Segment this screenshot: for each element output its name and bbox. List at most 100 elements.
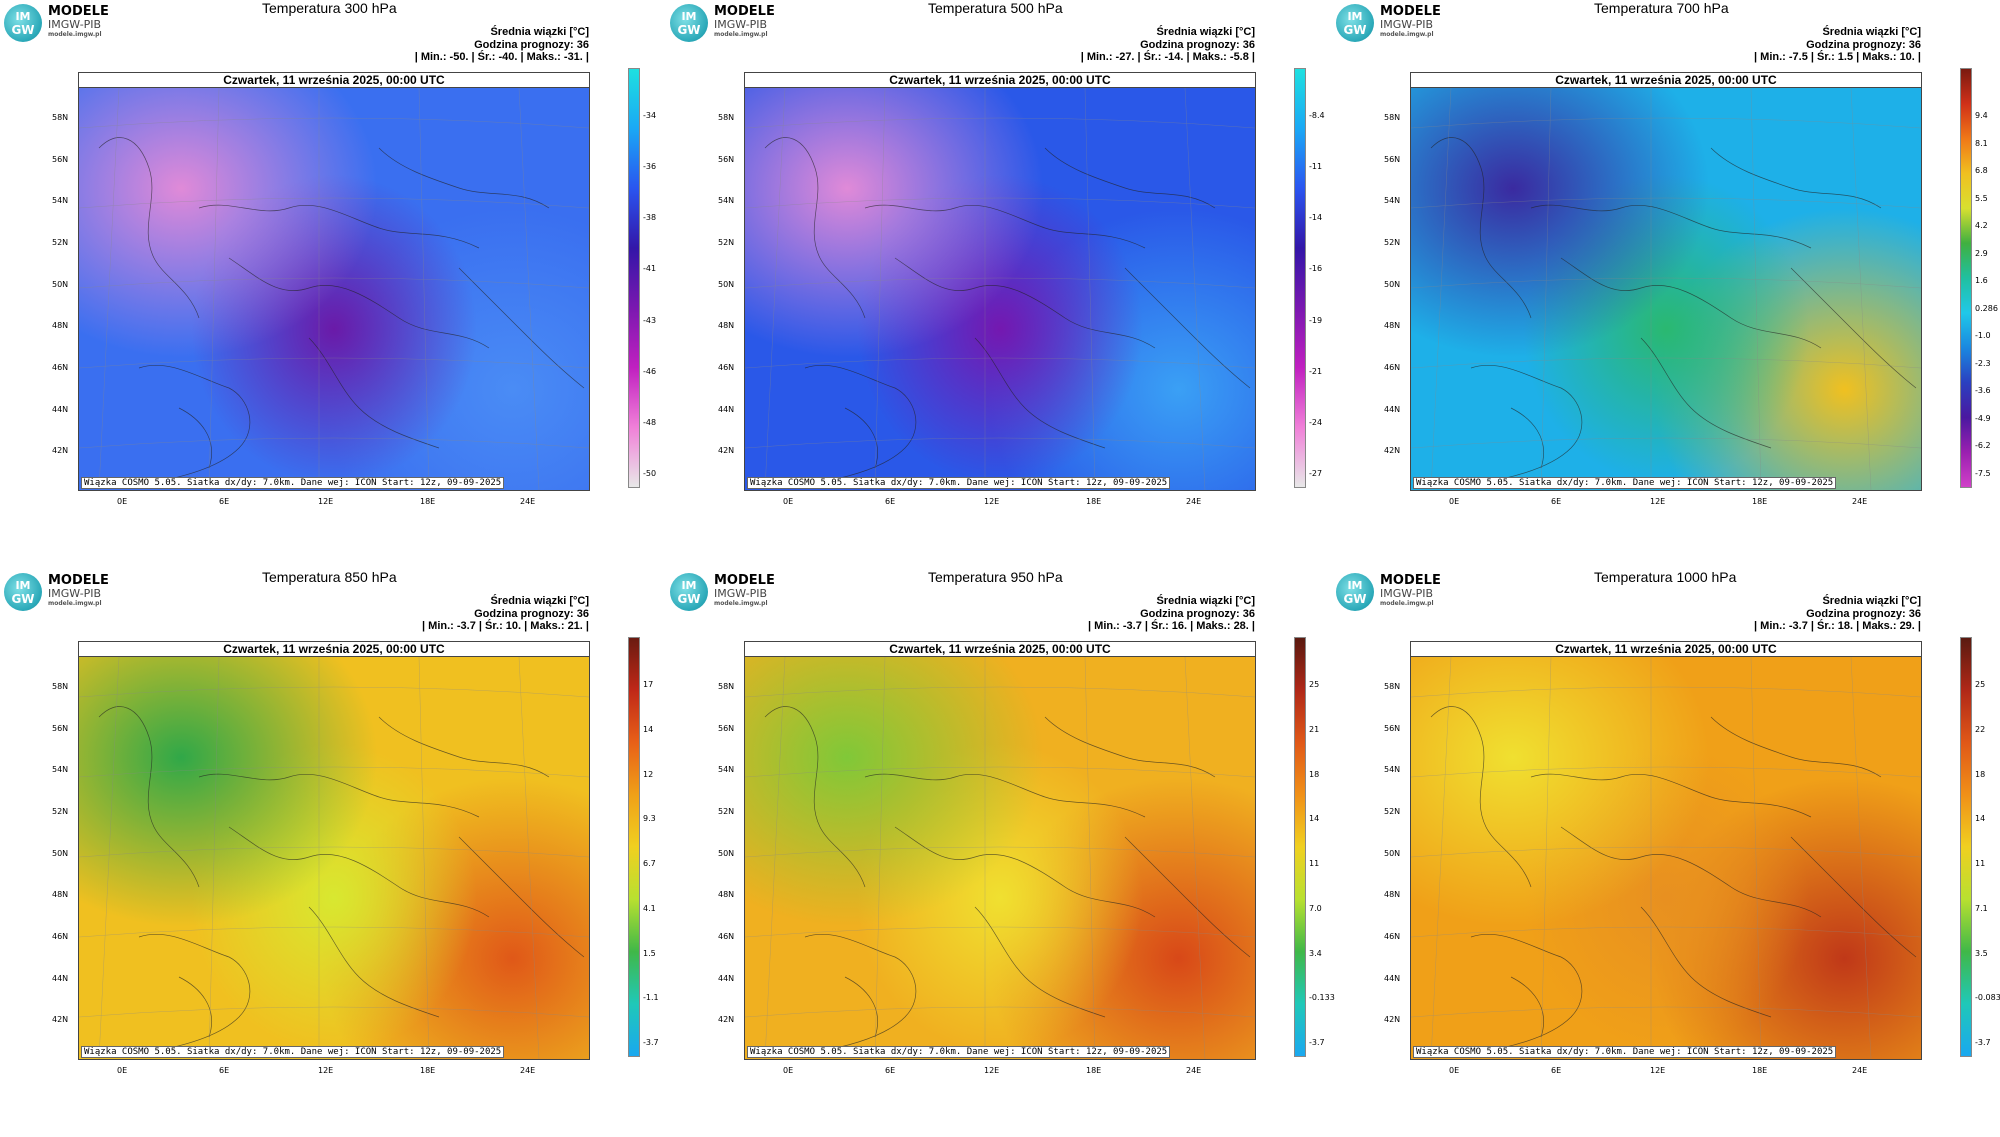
min-mean-max: | Min.: -3.7 | Śr.: 16. | Maks.: 28. | (1088, 620, 1255, 632)
map-date: Czwartek, 11 września 2025, 00:00 UTC (79, 642, 589, 657)
colorbar (1294, 68, 1306, 488)
colorbar-label: 8.1 (1975, 138, 1988, 148)
lon-label: 18E (1086, 1066, 1102, 1075)
lat-label: 42N (1384, 446, 1401, 455)
map-date: Czwartek, 11 września 2025, 00:00 UTC (1411, 73, 1921, 88)
lat-label: 50N (1384, 849, 1401, 858)
colorbar-label: 17 (643, 680, 654, 689)
map-panel-6: IM GW MODELE IMGW-PIB modele.imgw.pl Tem… (1332, 569, 2000, 1137)
colorbar-label: 1.5 (643, 948, 656, 958)
panel-title: Temperatura 850 hPa (262, 569, 397, 585)
temperature-map: Czwartek, 11 września 2025, 00:00 UTC (1410, 641, 1922, 1060)
colorbar-label: -38 (643, 213, 657, 223)
map-panel-5: IM GW MODELE IMGW-PIB modele.imgw.pl Tem… (666, 569, 1335, 1137)
lon-label: 6E (1551, 1066, 1562, 1075)
lon-label: 18E (420, 497, 436, 506)
lon-label: 0E (783, 1066, 794, 1075)
colorbar-label: 12 (643, 769, 654, 779)
lat-label: 50N (1384, 280, 1401, 289)
colorbar-label: -8.4 (1309, 111, 1325, 120)
lon-label: 6E (219, 1066, 230, 1075)
ensemble-label: Średnia wiązki [°C] (490, 26, 589, 38)
lat-label: 52N (52, 807, 69, 816)
lat-label: 54N (52, 765, 69, 774)
ensemble-label: Średnia wiązki [°C] (1822, 26, 1921, 38)
lon-label: 12E (984, 497, 1000, 506)
panel-title: Temperatura 1000 hPa (1594, 569, 1737, 585)
temperature-map: Czwartek, 11 września 2025, 00:00 UTC (78, 641, 590, 1060)
lon-label: 6E (219, 497, 230, 506)
lat-label: 52N (718, 807, 735, 816)
lon-label: 0E (117, 1066, 128, 1075)
lat-label: 54N (718, 196, 735, 205)
imgw-logo: IM GW MODELE IMGW-PIB modele.imgw.pl (670, 571, 810, 615)
lat-label: 58N (1384, 682, 1401, 691)
panel-stats: Średnia wiązki [°C] Godzina prognozy: 36… (1754, 595, 1921, 633)
colorbar (628, 68, 640, 488)
lat-label: 54N (718, 765, 735, 774)
map-date: Czwartek, 11 września 2025, 00:00 UTC (79, 73, 589, 88)
logo-title: MODELE (1380, 4, 1441, 19)
lat-label: 58N (718, 682, 735, 691)
lon-label: 18E (1086, 497, 1102, 506)
lon-label: 24E (1186, 497, 1202, 506)
colorbar-label: 6.8 (1975, 166, 1988, 176)
colorbar-label: 11 (1975, 859, 1986, 868)
colorbar-label: 21 (1309, 724, 1320, 734)
lat-label: 48N (1384, 890, 1401, 899)
colorbar-label: -14 (1309, 213, 1323, 223)
colorbar (1960, 637, 1972, 1057)
lon-label: 24E (1186, 1066, 1202, 1075)
map-borders-icon (745, 88, 1255, 490)
forecast-hour: Godzina prognozy: 36 (1806, 607, 1921, 620)
temperature-field (1411, 657, 1921, 1059)
lon-label: 0E (1449, 1066, 1460, 1075)
lon-label: 12E (318, 1066, 334, 1075)
colorbar-label: 5.5 (1975, 193, 1988, 203)
lat-label: 46N (1384, 363, 1401, 372)
lon-label: 12E (984, 1066, 1000, 1075)
lon-label: 0E (783, 497, 794, 506)
temperature-field (79, 657, 589, 1059)
logo-title: MODELE (1380, 573, 1441, 588)
colorbar-label: -46 (643, 366, 657, 376)
lat-label: 42N (52, 446, 69, 455)
colorbar-label: 9.4 (1975, 111, 1988, 120)
map-date: Czwartek, 11 września 2025, 00:00 UTC (745, 642, 1255, 657)
colorbar-label: 3.4 (1309, 948, 1322, 958)
lat-label: 56N (718, 724, 735, 733)
map-panel-1: IM GW MODELE IMGW-PIB modele.imgw.pl Tem… (0, 0, 666, 568)
lat-label: 44N (52, 974, 69, 983)
colorbar (628, 637, 640, 1057)
map-panel-4: IM GW MODELE IMGW-PIB modele.imgw.pl Tem… (0, 569, 666, 1137)
forecast-hour: Godzina prognozy: 36 (474, 38, 589, 51)
colorbar-label: -34 (643, 111, 657, 120)
lon-label: 0E (1449, 497, 1460, 506)
lat-label: 58N (52, 682, 69, 691)
imgw-logo-icon: IM GW (4, 4, 42, 42)
forecast-hour: Godzina prognozy: 36 (474, 607, 589, 620)
colorbar-label: 25 (1309, 680, 1320, 689)
imgw-logo: IM GW MODELE IMGW-PIB modele.imgw.pl (1336, 571, 1476, 615)
lat-label: 44N (718, 974, 735, 983)
lat-label: 44N (52, 405, 69, 414)
lat-label: 54N (1384, 765, 1401, 774)
model-credit: Wiązka COSMO 5.05. Siatka dx/dy: 7.0km. … (81, 477, 505, 489)
colorbar-label: -7.5 (1975, 469, 1991, 478)
colorbar-label: 2.9 (1975, 248, 1988, 258)
colorbar-label: 0.286 (1975, 303, 1998, 313)
lat-label: 48N (52, 890, 69, 899)
lat-label: 50N (52, 849, 69, 858)
ensemble-label: Średnia wiązki [°C] (490, 595, 589, 607)
lat-label: 56N (52, 155, 69, 164)
colorbar-label: -1.0 (1975, 331, 1991, 341)
map-borders-icon (745, 657, 1255, 1059)
colorbar-label: -3.6 (1975, 386, 1991, 396)
imgw-logo: IM GW MODELE IMGW-PIB modele.imgw.pl (4, 2, 144, 46)
lat-label: 42N (52, 1015, 69, 1024)
lat-label: 48N (52, 321, 69, 330)
lon-label: 0E (117, 497, 128, 506)
panel-stats: Średnia wiązki [°C] Godzina prognozy: 36… (1754, 26, 1921, 64)
imgw-logo-icon: IM GW (1336, 573, 1374, 611)
colorbar-label: -41 (643, 264, 657, 274)
